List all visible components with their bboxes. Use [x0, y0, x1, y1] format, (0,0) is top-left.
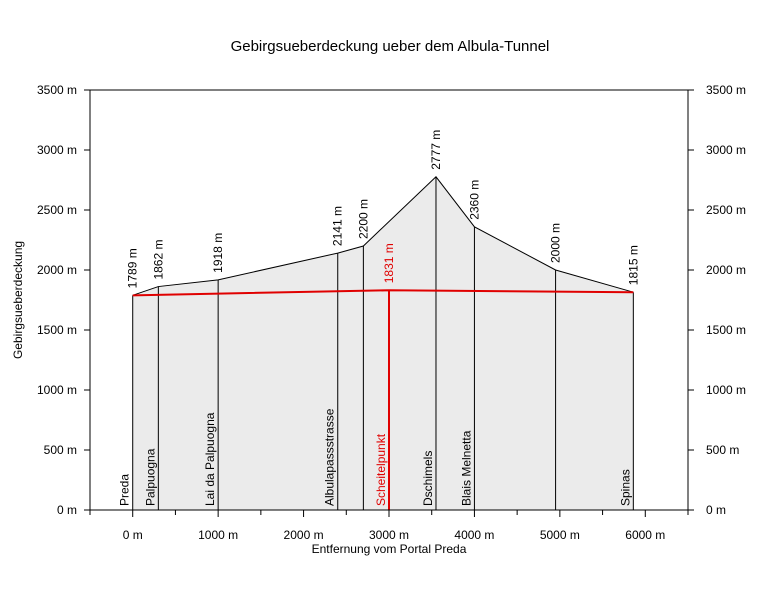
point-name-label: Scheitelpunkt — [374, 433, 388, 506]
x-tick-label: 4000 m — [454, 528, 494, 542]
point-height-label: 1789 m — [126, 248, 140, 288]
y-tick-label-right: 1000 m — [706, 383, 746, 397]
point-name-label: Albulapassstrasse — [323, 408, 337, 506]
axes-layer: 0 m 0 m 500 m 500 m 1000 m 1000 m 1500 m 1500 m… — [37, 83, 746, 542]
tunnel-layer — [132, 289, 634, 297]
point-name-label: Blais Melnetta — [459, 430, 473, 506]
x-axis-label: Entfernung vom Portal Preda — [312, 542, 467, 556]
point-name-label: Preda — [118, 474, 132, 506]
y-tick-label-left: 0 m — [57, 503, 77, 517]
point-height-label: 1862 m — [151, 240, 165, 280]
point-height-label: 2000 m — [549, 223, 563, 263]
x-tick-label: 1000 m — [198, 528, 238, 542]
y-tick-label-left: 2000 m — [37, 263, 77, 277]
y-tick-label-left: 1000 m — [37, 383, 77, 397]
point-name-label: Lai da Palpuogna — [203, 412, 217, 506]
tunnel-line — [132, 289, 634, 297]
y-tick-label-right: 500 m — [706, 443, 739, 457]
y-axis-label: Gebirgsueberdeckung — [11, 241, 25, 359]
point-height-label: 1815 m — [626, 245, 640, 285]
y-tick-label-left: 2500 m — [37, 203, 77, 217]
chart-title: Gebirgsueberdeckung ueber dem Albula-Tun… — [231, 38, 550, 55]
x-tick-label: 0 m — [123, 528, 143, 542]
y-tick-label-right: 2000 m — [706, 263, 746, 277]
y-tick-label-right: 2500 m — [706, 203, 746, 217]
y-tick-label-left: 3000 m — [37, 143, 77, 157]
y-tick-label-right: 3500 m — [706, 83, 746, 97]
point-name-label: Spinas — [618, 469, 632, 506]
y-tick-label-right: 3000 m — [706, 143, 746, 157]
point-height-label: 2141 m — [331, 206, 345, 246]
point-name-label: Palpuogna — [143, 448, 157, 506]
vertical-lines-layer — [132, 176, 634, 510]
point-height-label: 1831 m — [382, 243, 396, 283]
y-tick-label-right: 1500 m — [706, 323, 746, 337]
point-height-label: 1918 m — [211, 233, 225, 273]
point-name-label: Dschimels — [421, 451, 435, 506]
y-tick-label-left: 1500 m — [37, 323, 77, 337]
x-tick-label: 5000 m — [540, 528, 580, 542]
point-height-label: 2360 m — [467, 180, 481, 220]
x-tick-label: 3000 m — [369, 528, 409, 542]
x-tick-label: 2000 m — [284, 528, 324, 542]
y-tick-label-left: 3500 m — [37, 83, 77, 97]
y-tick-label-left: 500 m — [44, 443, 77, 457]
point-height-label: 2777 m — [429, 130, 443, 170]
overburden-area — [132, 176, 634, 510]
y-tick-label-right: 0 m — [706, 503, 726, 517]
labels-layer: 1789 m Preda 1862 m Palpuogna 1918 m Lai da P… — [118, 130, 641, 506]
point-height-label: 2200 m — [356, 199, 370, 239]
x-tick-label: 6000 m — [625, 528, 665, 542]
